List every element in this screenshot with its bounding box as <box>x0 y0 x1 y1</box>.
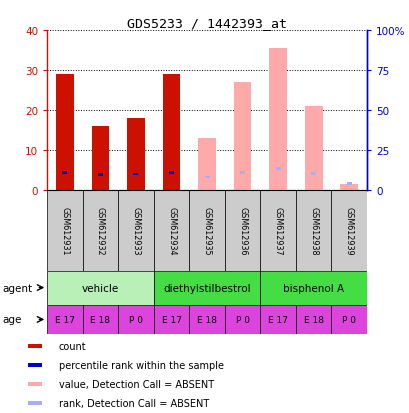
Bar <box>153 190 189 271</box>
Text: percentile rank within the sample: percentile rank within the sample <box>59 360 223 370</box>
Text: GSM612932: GSM612932 <box>96 206 105 255</box>
Bar <box>47 271 153 305</box>
Bar <box>62 171 67 174</box>
Text: P 0: P 0 <box>235 315 249 324</box>
Bar <box>28 344 42 348</box>
Text: age: age <box>2 315 21 325</box>
Text: GSM612938: GSM612938 <box>308 206 317 255</box>
Text: GSM612939: GSM612939 <box>344 206 353 255</box>
Bar <box>28 382 42 386</box>
Bar <box>83 305 118 335</box>
Bar <box>310 172 315 175</box>
Bar <box>260 271 366 305</box>
Bar <box>47 305 83 335</box>
Bar <box>275 168 280 170</box>
Bar <box>127 119 144 190</box>
Bar <box>153 271 260 305</box>
Text: vehicle: vehicle <box>82 283 119 293</box>
Bar <box>56 75 74 190</box>
Bar <box>339 185 357 190</box>
Bar <box>47 190 83 271</box>
Text: GSM612937: GSM612937 <box>273 206 282 255</box>
Title: GDS5233 / 1442393_at: GDS5233 / 1442393_at <box>127 17 286 30</box>
Text: diethylstilbestrol: diethylstilbestrol <box>163 283 250 293</box>
Bar <box>189 305 224 335</box>
Text: GSM612934: GSM612934 <box>166 206 175 255</box>
Bar <box>269 49 286 190</box>
Bar <box>346 183 351 185</box>
Bar <box>169 171 173 174</box>
Bar <box>98 174 103 177</box>
Bar <box>330 305 366 335</box>
Text: E 17: E 17 <box>267 315 288 324</box>
Text: E 17: E 17 <box>161 315 181 324</box>
Text: GSM612931: GSM612931 <box>60 206 69 255</box>
Bar <box>198 139 216 190</box>
Bar <box>162 75 180 190</box>
Bar <box>295 190 330 271</box>
Text: P 0: P 0 <box>342 315 355 324</box>
Bar <box>189 190 224 271</box>
Bar <box>295 305 330 335</box>
Bar <box>233 83 251 190</box>
Text: E 18: E 18 <box>90 315 110 324</box>
Bar <box>260 190 295 271</box>
Bar <box>83 190 118 271</box>
Text: P 0: P 0 <box>129 315 143 324</box>
Bar <box>204 176 209 179</box>
Bar <box>118 190 153 271</box>
Bar <box>240 171 245 174</box>
Text: bisphenol A: bisphenol A <box>282 283 344 293</box>
Bar <box>224 305 260 335</box>
Text: GSM612933: GSM612933 <box>131 206 140 255</box>
Bar <box>133 173 138 176</box>
Bar <box>224 190 260 271</box>
Bar <box>91 127 109 190</box>
Bar <box>260 305 295 335</box>
Text: E 17: E 17 <box>55 315 75 324</box>
Text: E 18: E 18 <box>197 315 216 324</box>
Text: rank, Detection Call = ABSENT: rank, Detection Call = ABSENT <box>59 398 209 408</box>
Text: GSM612935: GSM612935 <box>202 206 211 255</box>
Bar <box>153 305 189 335</box>
Text: agent: agent <box>2 283 32 293</box>
Bar <box>118 305 153 335</box>
Text: GSM612936: GSM612936 <box>238 206 247 255</box>
Bar <box>330 190 366 271</box>
Bar <box>28 363 42 367</box>
Bar <box>28 401 42 406</box>
Text: value, Detection Call = ABSENT: value, Detection Call = ABSENT <box>59 379 213 389</box>
Text: count: count <box>59 341 86 351</box>
Text: E 18: E 18 <box>303 315 323 324</box>
Bar <box>304 107 322 190</box>
